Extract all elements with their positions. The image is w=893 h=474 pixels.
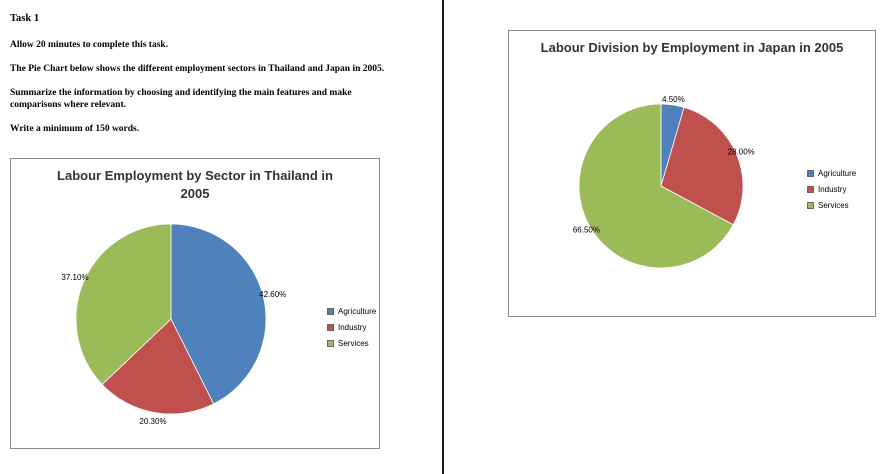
pie-value-label-industry: 20.30% [139, 417, 166, 426]
task-paragraph-time: Allow 20 minutes to complete this task. [10, 40, 169, 50]
page-divider-line [442, 0, 444, 474]
legend-label: Agriculture [338, 307, 377, 316]
pie-slice-industry [660, 106, 744, 226]
thailand-pie-area: 42.60% 20.30% 37.10% [11, 159, 379, 448]
legend-swatch-icon [807, 170, 814, 177]
thailand-legend: Agriculture Industry Services [327, 307, 376, 348]
legend-item-services: Services [807, 201, 856, 210]
legend-label: Services [818, 201, 849, 210]
legend-label: Services [338, 339, 369, 348]
legend-item-industry: Industry [327, 323, 376, 332]
pie-value-label-industry: 28.00% [728, 148, 755, 157]
pie-chart-svg: 4.50% 28.00% 66.50% [573, 95, 755, 269]
pie-slice-agriculture [170, 223, 267, 405]
japan-pie-chart-box: Labour Division by Employment in Japan i… [508, 30, 876, 317]
japan-pie-area: 4.50% 28.00% 66.50% [509, 31, 875, 316]
legend-swatch-icon [807, 202, 814, 209]
legend-item-agriculture: Agriculture [807, 169, 856, 178]
legend-swatch-icon [327, 340, 334, 347]
pie-value-label-services: 37.10% [61, 273, 88, 282]
japan-legend: Agriculture Industry Services [807, 169, 856, 210]
legend-item-industry: Industry [807, 185, 856, 194]
pie-slice-industry [101, 318, 215, 415]
task-paragraph-instructions: Summarize the information by choosing an… [10, 87, 352, 111]
legend-item-agriculture: Agriculture [327, 307, 376, 316]
legend-swatch-icon [807, 186, 814, 193]
legend-label: Industry [818, 185, 847, 194]
task-text-pane: Task 1 Allow 20 minutes to complete this… [10, 13, 394, 147]
task-paragraph-description: The Pie Chart below shows the different … [10, 63, 385, 74]
pie-slice-services [75, 223, 172, 386]
legend-label: Industry [338, 323, 367, 332]
pie-chart-svg: 42.60% 20.30% 37.10% [61, 223, 286, 426]
legend-swatch-icon [327, 324, 334, 331]
thailand-pie-chart-box: Labour Employment by Sector in Thailand … [10, 158, 380, 449]
pie-value-label-agriculture: 42.60% [259, 290, 286, 299]
legend-label: Agriculture [818, 169, 857, 178]
task-paragraph-wordcount: Write a minimum of 150 words. [10, 124, 140, 135]
legend-item-services: Services [327, 339, 376, 348]
legend-swatch-icon [327, 308, 334, 315]
task-title: Task 1 [10, 13, 40, 24]
pie-value-label-agriculture: 4.50% [662, 95, 685, 104]
pie-value-label-services: 66.50% [573, 226, 600, 235]
japan-chart-title: Labour Division by Employment in Japan i… [540, 40, 844, 55]
pie-slice-services [578, 103, 734, 269]
thailand-chart-title: Labour Employment by Sector in Thailand … [57, 168, 333, 201]
